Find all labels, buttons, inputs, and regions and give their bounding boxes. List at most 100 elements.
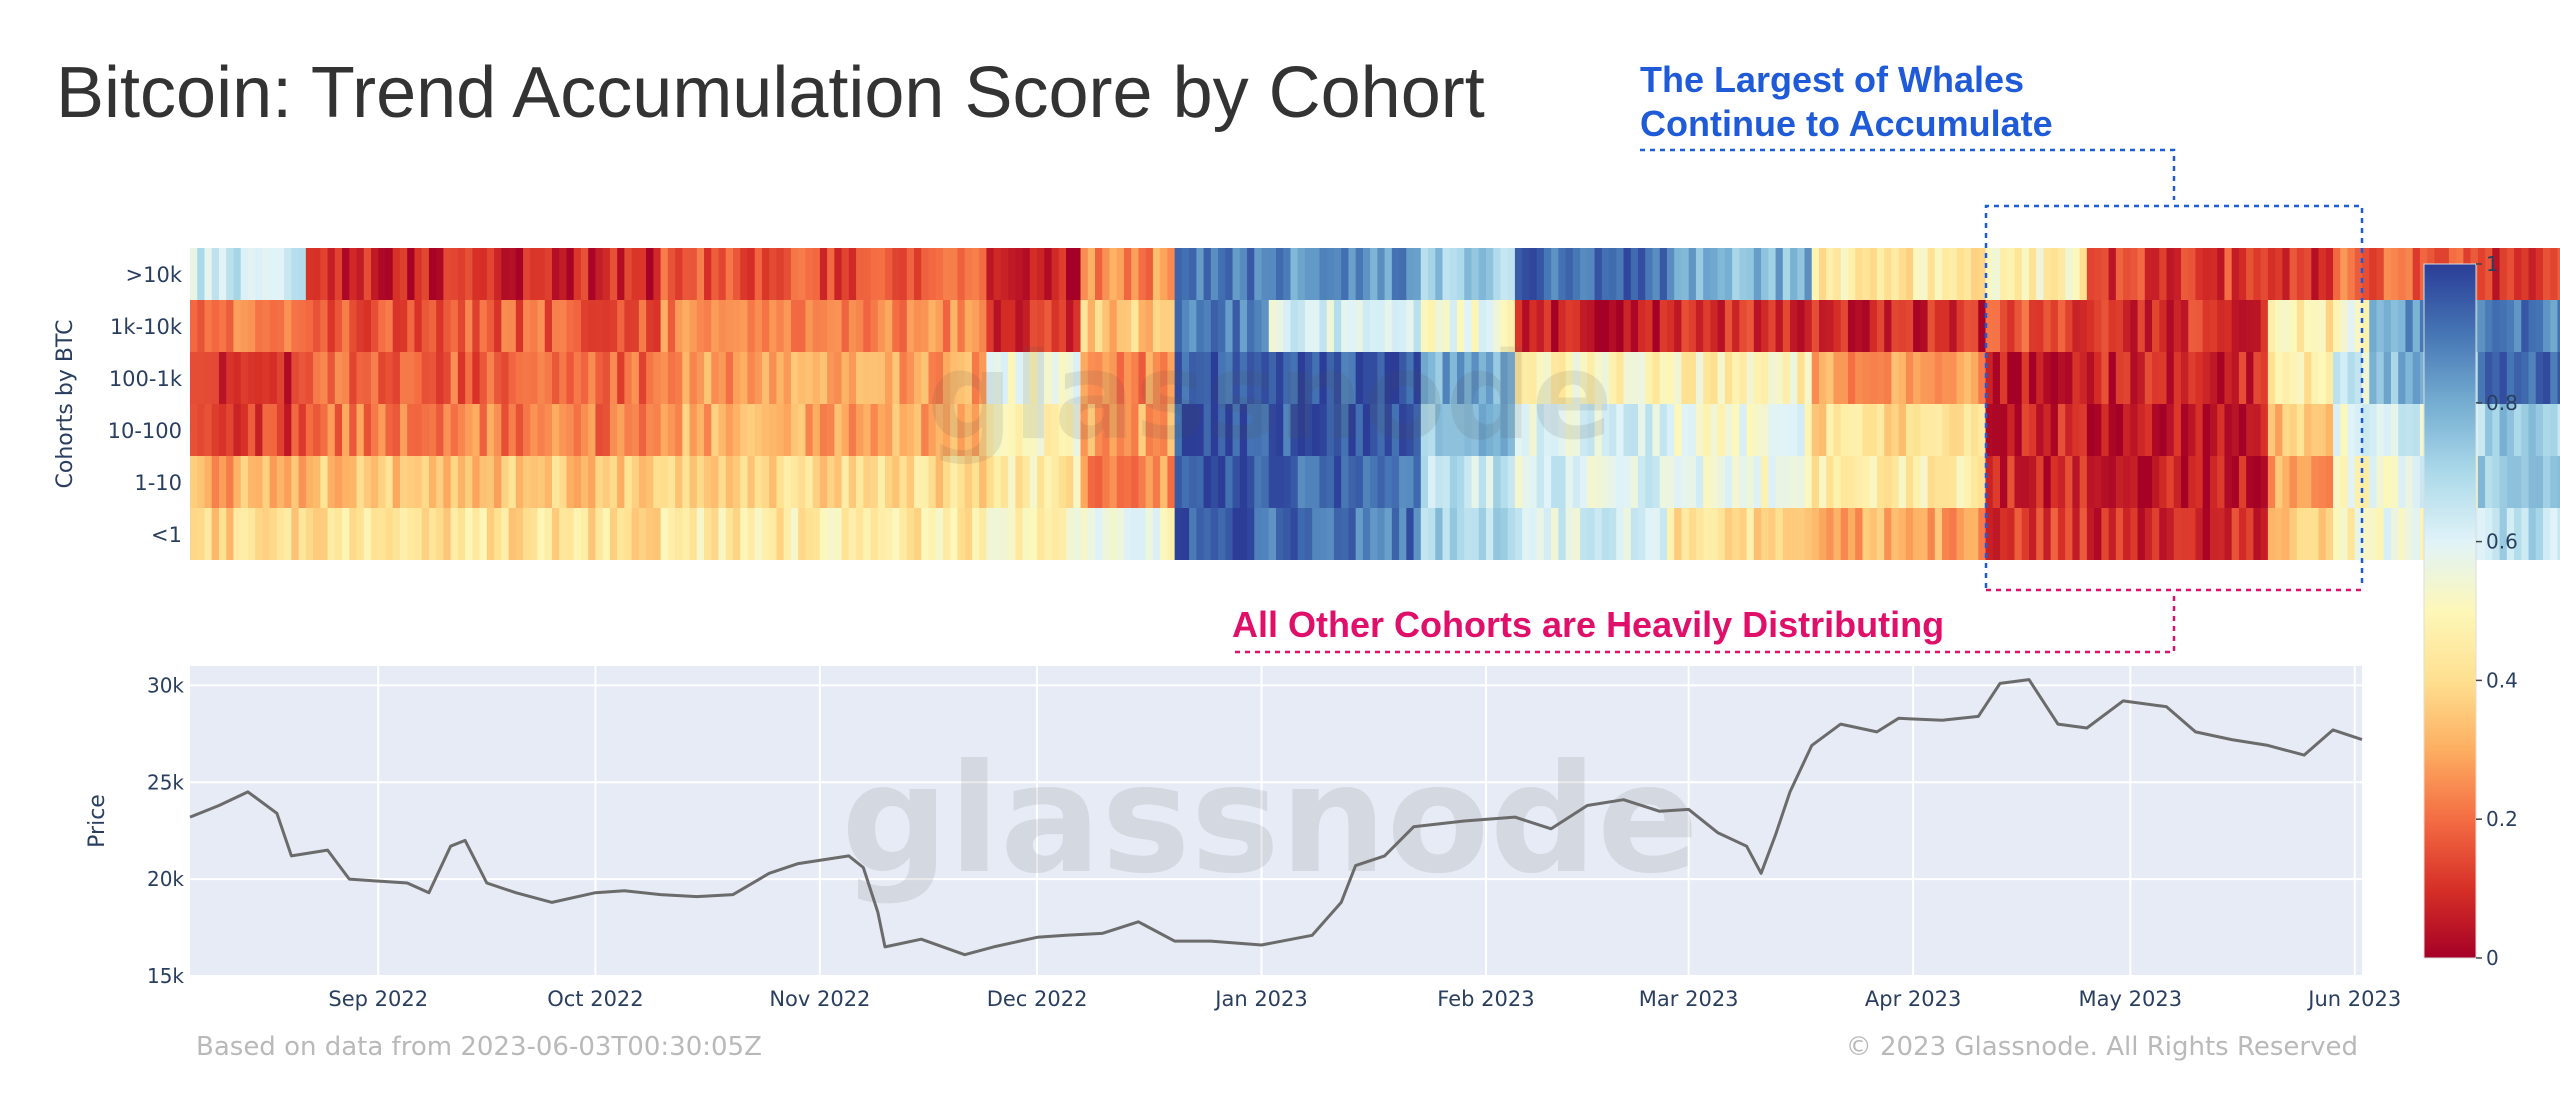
heatmap-cell xyxy=(465,456,473,508)
chart-title: Bitcoin: Trend Accumulation Score by Coh… xyxy=(56,53,1485,133)
heatmap-cell xyxy=(1688,248,1697,300)
heatmap-cell xyxy=(856,456,864,508)
heatmap-cell xyxy=(1362,508,1371,560)
heatmap-cell xyxy=(1095,508,1103,560)
heatmap-cell xyxy=(1391,248,1400,300)
heatmap-cell xyxy=(1283,352,1292,404)
heatmap-cell xyxy=(2376,248,2385,300)
heatmap-cell xyxy=(609,248,618,300)
heatmap-cell xyxy=(1203,456,1212,508)
heatmap-cell xyxy=(1413,404,1422,456)
heatmap-cell xyxy=(2166,456,2175,508)
heatmap-cell xyxy=(2050,248,2059,300)
heatmap-cell xyxy=(1688,300,1697,352)
heatmap-cell xyxy=(805,508,814,560)
heatmap-cell xyxy=(2209,456,2218,508)
heatmap-cell xyxy=(1565,456,1574,508)
heatmap-cell xyxy=(421,456,430,508)
heatmap-cell xyxy=(790,404,799,456)
heatmap-cell xyxy=(1797,456,1806,508)
heatmap-cell xyxy=(1457,404,1465,456)
heatmap-cell xyxy=(1934,300,1943,352)
heatmap-cell xyxy=(428,508,437,560)
heatmap-cell xyxy=(1080,352,1089,404)
heatmap-cell xyxy=(2557,352,2560,404)
heatmap-cell xyxy=(1543,456,1552,508)
heatmap-cell xyxy=(2362,456,2370,508)
heatmap-cell xyxy=(190,248,198,300)
heatmap-cell xyxy=(1333,248,1342,300)
heatmap-cell xyxy=(2238,456,2247,508)
heatmap-cell xyxy=(588,508,597,560)
heatmap-cell xyxy=(2362,404,2370,456)
heatmap-cell xyxy=(2304,248,2312,300)
heatmap-cell xyxy=(1058,508,1067,560)
heatmap-cell xyxy=(450,456,459,508)
heatmap-cell xyxy=(602,300,611,352)
heatmap-cell xyxy=(2028,300,2037,352)
heatmap-cell xyxy=(1739,404,1748,456)
heatmap-cell xyxy=(2014,352,2023,404)
heatmap-cell xyxy=(2166,300,2175,352)
heatmap-cell xyxy=(2065,404,2073,456)
heatmap-cell xyxy=(819,248,828,300)
heatmap-cell xyxy=(1095,300,1103,352)
heatmap-cell xyxy=(2086,508,2095,560)
heatmap-row-label: 1k-10k xyxy=(110,315,183,339)
heatmap-cell xyxy=(342,248,350,300)
x-tick-label: Sep 2022 xyxy=(328,987,428,1011)
heatmap-cell xyxy=(790,456,799,508)
heatmap-cell xyxy=(1963,404,1972,456)
heatmap-cell xyxy=(1507,300,1516,352)
heatmap-cell xyxy=(349,300,358,352)
heatmap-cell xyxy=(2289,300,2298,352)
heatmap-cell xyxy=(689,456,698,508)
heatmap-cell xyxy=(515,508,524,560)
heatmap-cell xyxy=(914,404,922,456)
heatmap-cell xyxy=(1898,248,1907,300)
heatmap-cell xyxy=(305,404,314,456)
heatmap-cell xyxy=(1152,248,1161,300)
heatmap-cell xyxy=(841,248,850,300)
heatmap-cell xyxy=(1268,404,1277,456)
heatmap-cell xyxy=(566,404,575,456)
heatmap-cell xyxy=(1080,456,1089,508)
heatmap-cell xyxy=(2231,300,2240,352)
heatmap-cell xyxy=(421,352,430,404)
heatmap-cell xyxy=(1095,404,1103,456)
heatmap-cell xyxy=(1963,508,1972,560)
heatmap-cell xyxy=(544,248,553,300)
x-tick-label: Dec 2022 xyxy=(987,987,1088,1011)
heatmap-cell xyxy=(298,404,307,456)
heatmap-cell xyxy=(1826,456,1835,508)
heatmap-cell xyxy=(2036,248,2045,300)
heatmap-cell xyxy=(819,456,828,508)
heatmap-cell xyxy=(2028,456,2037,508)
heatmap-cell xyxy=(2231,456,2240,508)
heatmap-cell xyxy=(2311,300,2320,352)
heatmap-cell xyxy=(1507,248,1516,300)
heatmap-cell xyxy=(588,248,597,300)
heatmap-cell xyxy=(2289,352,2298,404)
heatmap-cell xyxy=(1000,456,1009,508)
heatmap-cell xyxy=(1362,300,1371,352)
heatmap-cell xyxy=(1659,456,1668,508)
heatmap-cell xyxy=(1992,248,2001,300)
heatmap-cell xyxy=(2535,352,2544,404)
heatmap-cell xyxy=(523,300,531,352)
heatmap-cell xyxy=(2253,352,2262,404)
heatmap-cell xyxy=(211,352,220,404)
heatmap-cell xyxy=(1942,508,1950,560)
heatmap-cell xyxy=(725,300,734,352)
heatmap-cell xyxy=(313,352,321,404)
heatmap-cell xyxy=(2000,404,2008,456)
heatmap-cell xyxy=(993,352,1002,404)
heatmap-cell xyxy=(747,456,756,508)
heatmap-cell xyxy=(783,300,792,352)
heatmap-cell xyxy=(204,456,213,508)
heatmap-cell xyxy=(711,300,720,352)
heatmap-cell xyxy=(2144,404,2153,456)
heatmap-cell xyxy=(262,352,271,404)
heatmap-cell xyxy=(2347,404,2356,456)
heatmap-cell xyxy=(1008,352,1016,404)
